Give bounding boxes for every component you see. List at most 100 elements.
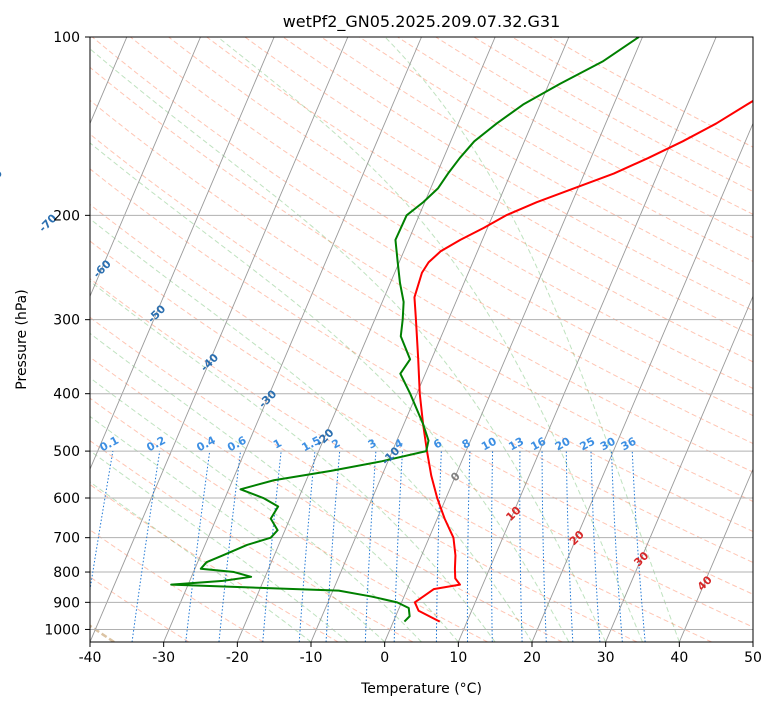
- isotherm-label: -60: [91, 257, 114, 280]
- mixing-ratio-label: 8: [460, 436, 473, 451]
- x-tick-label: 0: [380, 650, 389, 666]
- y-tick-label: 700: [53, 531, 80, 547]
- isotherm-label: -40: [198, 351, 221, 374]
- x-tick-label: 50: [744, 650, 762, 666]
- dry-adiabat: [90, 99, 753, 502]
- mixing-ratio-line: [466, 451, 471, 642]
- dry-adiabat: [90, 278, 712, 642]
- isotherm: [90, 37, 349, 642]
- isotherm-label: 20: [567, 528, 587, 548]
- mixing-ratio-line: [541, 451, 547, 642]
- isotherm: [605, 295, 753, 642]
- dry-adiabat: [90, 316, 638, 642]
- dry-adiabat: [90, 66, 753, 473]
- dry-adiabat: [282, 37, 753, 312]
- mixing-ratio-label: 30: [598, 435, 618, 454]
- plot-frame: [89, 36, 754, 643]
- mixing-ratio-label: 20: [553, 435, 573, 454]
- mixing-ratio-line: [435, 451, 442, 642]
- dry-adiabat: [90, 133, 753, 533]
- mixing-ratio-line: [90, 451, 114, 593]
- isotherm: [236, 37, 496, 642]
- mixing-ratio-line: [631, 451, 646, 642]
- mixing-ratio-label: 36: [619, 435, 639, 454]
- moist-adiabat: [384, 37, 680, 642]
- y-tick-label: 500: [53, 444, 80, 460]
- isotherm: [90, 37, 201, 298]
- mixing-ratio-line: [590, 451, 601, 642]
- dewpoint-profile: [170, 37, 640, 623]
- mixing-ratio-line: [491, 451, 494, 642]
- x-tick-label: -40: [79, 650, 102, 666]
- isotherm: [163, 37, 422, 642]
- y-tick-label: 1000: [44, 622, 80, 638]
- moist-adiabat: [90, 481, 312, 642]
- x-tick-label: 40: [670, 650, 688, 666]
- dry-adiabat: [244, 37, 753, 337]
- isotherm-label: 10: [503, 504, 523, 524]
- isotherm: [384, 37, 643, 642]
- mixing-ratio-label: 3: [366, 436, 379, 451]
- isotherm-label: 30: [631, 549, 651, 569]
- isotherm: [678, 467, 753, 642]
- dry-adiabat: [90, 203, 753, 595]
- moist-adiabat: [90, 450, 349, 642]
- moist-adiabat: [90, 218, 533, 642]
- mixing-ratio-line: [565, 451, 574, 642]
- y-tick-label: 800: [53, 565, 80, 581]
- x-tick-label: -20: [226, 650, 249, 666]
- dry-adiabat: [90, 440, 414, 642]
- isotherm: [531, 122, 753, 642]
- mixing-ratio-line: [185, 451, 211, 642]
- x-tick-label: 20: [523, 650, 541, 666]
- isotherm: [310, 37, 570, 642]
- dry-adiabat: [206, 37, 753, 363]
- moist-adiabat: [90, 332, 459, 642]
- isotherm-label: 40: [695, 573, 715, 593]
- moist-adiabat: [90, 377, 422, 642]
- mixing-ratio-line: [218, 451, 242, 642]
- dry-adiabat: [90, 397, 488, 642]
- mixing-ratio-line: [298, 451, 316, 642]
- isotherm: [752, 640, 753, 642]
- mixing-ratio-label: 10: [479, 435, 499, 454]
- y-axis-label: Pressure (hPa): [14, 289, 30, 389]
- dry-adiabat: [90, 356, 563, 642]
- isotherm-label: -30: [256, 387, 279, 410]
- mixing-ratio-line: [393, 451, 403, 642]
- mixing-ratio-line: [364, 451, 377, 642]
- x-tick-label: -30: [152, 650, 175, 666]
- y-tick-label: 900: [53, 595, 80, 611]
- isotherm-label: -80: [0, 167, 5, 190]
- moist-adiabat: [90, 48, 607, 642]
- dry-adiabat: [549, 37, 753, 148]
- dry-adiabat: [90, 483, 339, 642]
- dry-adiabat: [90, 240, 753, 628]
- mixing-ratio-label: 25: [578, 435, 598, 454]
- x-tick-label: 30: [597, 650, 615, 666]
- x-tick-label: 10: [449, 650, 467, 666]
- y-tick-label: 400: [53, 387, 80, 403]
- y-tick-label: 600: [53, 491, 80, 507]
- moist-adiabat: [217, 37, 643, 642]
- dry-adiabat: [168, 37, 753, 389]
- mixing-ratio-line: [519, 451, 523, 642]
- mixing-ratio-label: 6: [431, 436, 444, 451]
- x-axis-label: Temperature (°C): [360, 681, 482, 697]
- temperature-profile: [413, 99, 753, 623]
- mixing-ratio-line: [262, 451, 282, 642]
- mixing-ratio-label: 13: [506, 435, 526, 454]
- dry-adiabat: [90, 168, 753, 563]
- y-tick-label: 100: [53, 30, 80, 46]
- chart-title: wetPf2_GN05.2025.209.07.32.G31: [283, 12, 561, 32]
- y-tick-label: 300: [53, 313, 80, 329]
- dry-adiabat: [91, 37, 753, 445]
- x-tick-label: -10: [300, 650, 323, 666]
- dry-adiabat: [90, 529, 264, 642]
- mixing-ratio-line: [610, 451, 623, 642]
- isotherm: [90, 37, 275, 471]
- mixing-ratio-label: 16: [529, 435, 549, 454]
- y-tick-label: 200: [53, 208, 80, 224]
- isotherm: [457, 37, 717, 642]
